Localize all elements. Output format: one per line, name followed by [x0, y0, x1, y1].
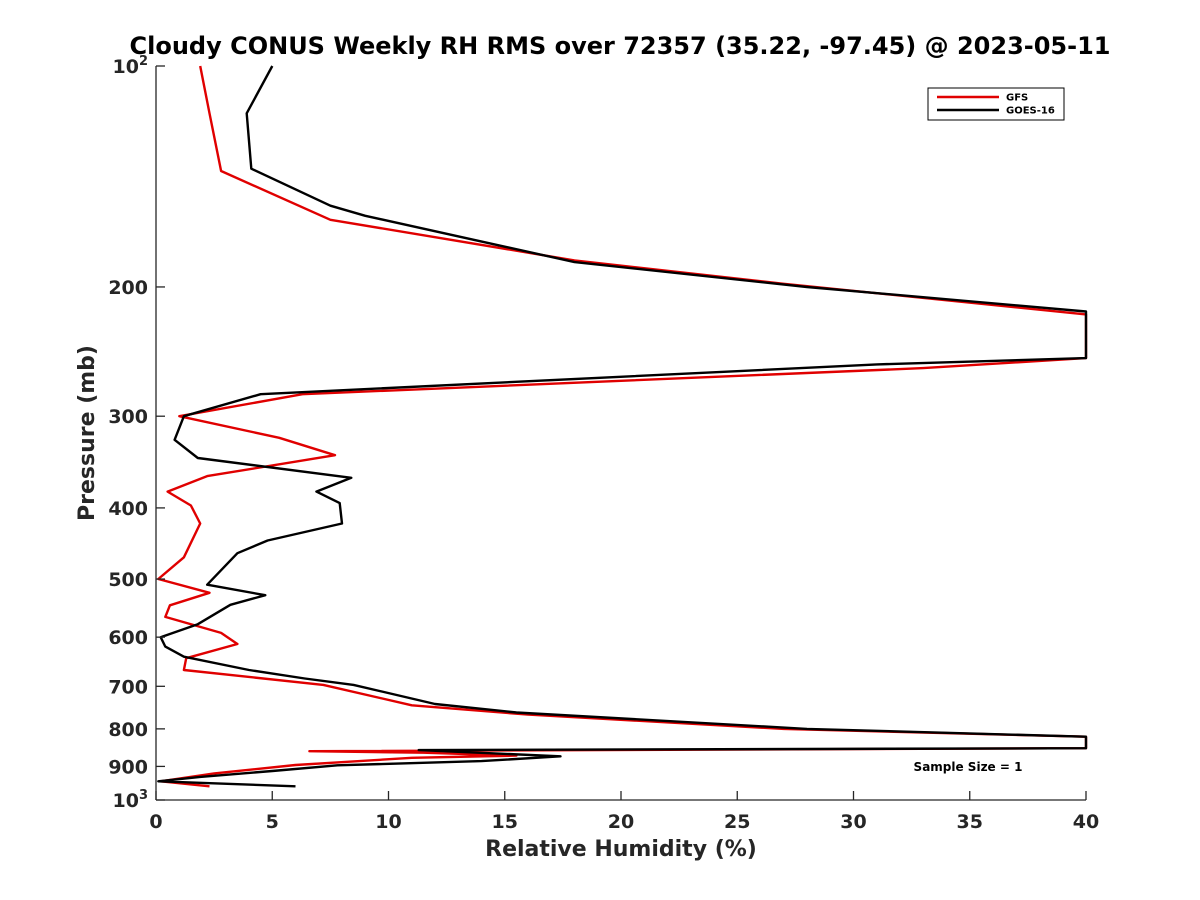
legend-box: [927, 87, 1065, 121]
y-axis-label: Pressure (mb): [75, 345, 100, 521]
x-tick-label: 0: [149, 811, 162, 833]
x-ticks: 0 5 10 15 20 25 30 35 40: [149, 791, 1099, 833]
y-tick-label: 700: [108, 676, 148, 698]
y-tick-label: 200: [108, 277, 148, 299]
chart-title: Cloudy CONUS Weekly RH RMS over 72357 (3…: [130, 32, 1111, 60]
y-tick-label: 300: [108, 406, 148, 428]
series-group: [157, 65, 1088, 788]
y-tick-label: 600: [108, 627, 148, 649]
legend: GFS GOES-16: [927, 87, 1065, 121]
x-tick-label: 20: [608, 811, 634, 833]
y-tick-label: 500: [108, 569, 148, 591]
x-tick-label: 40: [1073, 811, 1099, 833]
x-tick-label: 10: [375, 811, 401, 833]
y-tick-label-exponent: 3: [139, 788, 148, 803]
y-tick-label-base: 10: [113, 56, 139, 78]
x-tick-label: 5: [266, 811, 279, 833]
x-axis-label: Relative Humidity (%): [485, 837, 757, 862]
y-tick-label-exponent: 2: [139, 54, 148, 69]
y-tick-label-base: 10: [113, 790, 139, 812]
legend-label: GOES-16: [1006, 106, 1055, 117]
y-tick-label: 800: [108, 719, 148, 741]
x-tick-label: 35: [957, 811, 983, 833]
y-tick-label: 900: [108, 756, 148, 778]
x-tick-label: 15: [492, 811, 518, 833]
x-tick-label: 30: [840, 811, 866, 833]
y-tick-label: 102: [113, 54, 149, 78]
y-tick-label: 400: [108, 498, 148, 520]
plot-area: 0 5 10 15 20 25 30 35 40 10220030040050060070080…: [108, 54, 1099, 833]
y-tick-label: 103: [113, 788, 149, 812]
sample-size-annotation: Sample Size = 1: [914, 760, 1023, 774]
series-line-goes-16: [157, 65, 1088, 788]
legend-label: GFS: [1006, 93, 1028, 104]
x-tick-label: 25: [724, 811, 750, 833]
